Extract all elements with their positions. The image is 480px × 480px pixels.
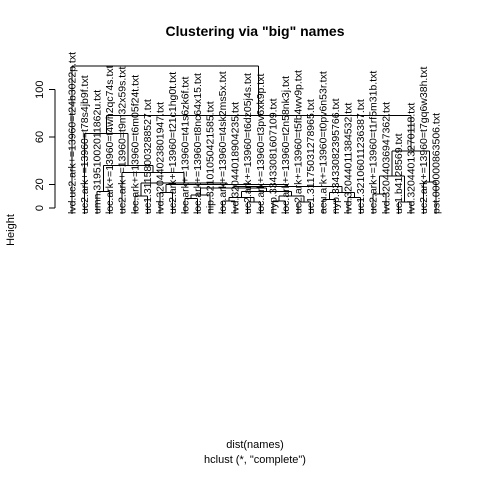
dendrogram-tree — [71, 65, 437, 214]
leaf-label: loc.ark+=13960=t41s6zk6f.txt — [179, 76, 191, 214]
leaf-label: lvd.32044011384532.txt — [343, 103, 355, 214]
y-tick-label: 60 — [34, 131, 46, 143]
leaf-label: uc2.ark+=13960=t1rf5m31b.txt — [368, 71, 380, 214]
y-axis: 0 20 60 100 — [34, 80, 56, 211]
y-tick-label: 0 — [34, 205, 46, 211]
leaf-label: uc1.31158003288527.txt — [142, 99, 154, 214]
leaf-label: lvd.uc2.ark+=13960=t24b3022p.txt — [67, 52, 79, 214]
leaf-label: loc.ark+=13960=t2n58nk3j.txt — [280, 76, 292, 214]
chart-title: Clustering via "big" names — [166, 23, 345, 39]
leaf-label: loc.ark+=13960=t3pv6xk9p.txt — [255, 74, 267, 214]
leaf-label: nyp.33433082395766.txt — [330, 98, 342, 214]
leaf-label: loc.ark+=13960=t4sk2ms5x.txt — [217, 71, 229, 214]
leaf-label: uc1.31175031278965.txt — [305, 99, 317, 214]
leaf-label: lvd.32044036947362.txt — [380, 102, 392, 214]
leaf-label: uc2.ark+=13960=t5fb4wv9p.txt — [292, 70, 304, 214]
y-tick-label: 20 — [34, 178, 46, 190]
leaf-label: lvd.32044018904235.txt — [230, 102, 242, 214]
leaf-label: uc1.b4128569.txt — [393, 133, 405, 214]
leaf-label: umn.31951002011862u.txt — [92, 90, 104, 214]
leaf-label: nip.32101050421585.txt — [205, 101, 217, 214]
x-axis-label: dist(names) — [226, 439, 283, 451]
leaf-label: uc2.ark+=13960=t6dz05j4s.txt — [242, 73, 254, 214]
leaf-label: lvd.32044013270118.txt — [405, 103, 417, 214]
leaf-label: loc.ark+=13960=t6m05f24t.txt — [129, 75, 141, 214]
leaf-labels: lvd.uc2.ark+=13960=t24b3022p.txt uc2.ark+… — [67, 52, 443, 214]
leaf-label: uc2.ark+=13960=t21c1hg0t.txt — [167, 72, 179, 214]
y-tick-label: 100 — [34, 80, 46, 98]
leaf-label: pst.000000863506.txt — [431, 113, 443, 214]
leaf-label: uc2.ark+=13960=t7gq6w38h.txt — [418, 67, 430, 214]
leaf-label: lvd.32044023801947.txt — [154, 102, 166, 214]
leaf-label: loc.ark+=13960=t8nc64x15.txt — [192, 73, 204, 214]
leaf-label: uc2.ark+=13960=t78s4jb9f.txt — [79, 75, 91, 214]
leaf-label: uc2.ark+=13960=t9m32x59s.txt — [117, 67, 129, 214]
method-label: hclust (*, "complete") — [204, 454, 306, 466]
leaf-label: uc1.32106011236387.txt — [355, 99, 367, 214]
leaf-label: loc.ark+=13960=t4wh2qc74s.txt — [104, 65, 116, 214]
y-axis-label: Height — [5, 214, 17, 246]
leaf-label: nyp.33433081607109.txt — [267, 98, 279, 214]
leaf-label: aeu.ark+=13960=t0pv6n53r.txt — [318, 71, 330, 214]
